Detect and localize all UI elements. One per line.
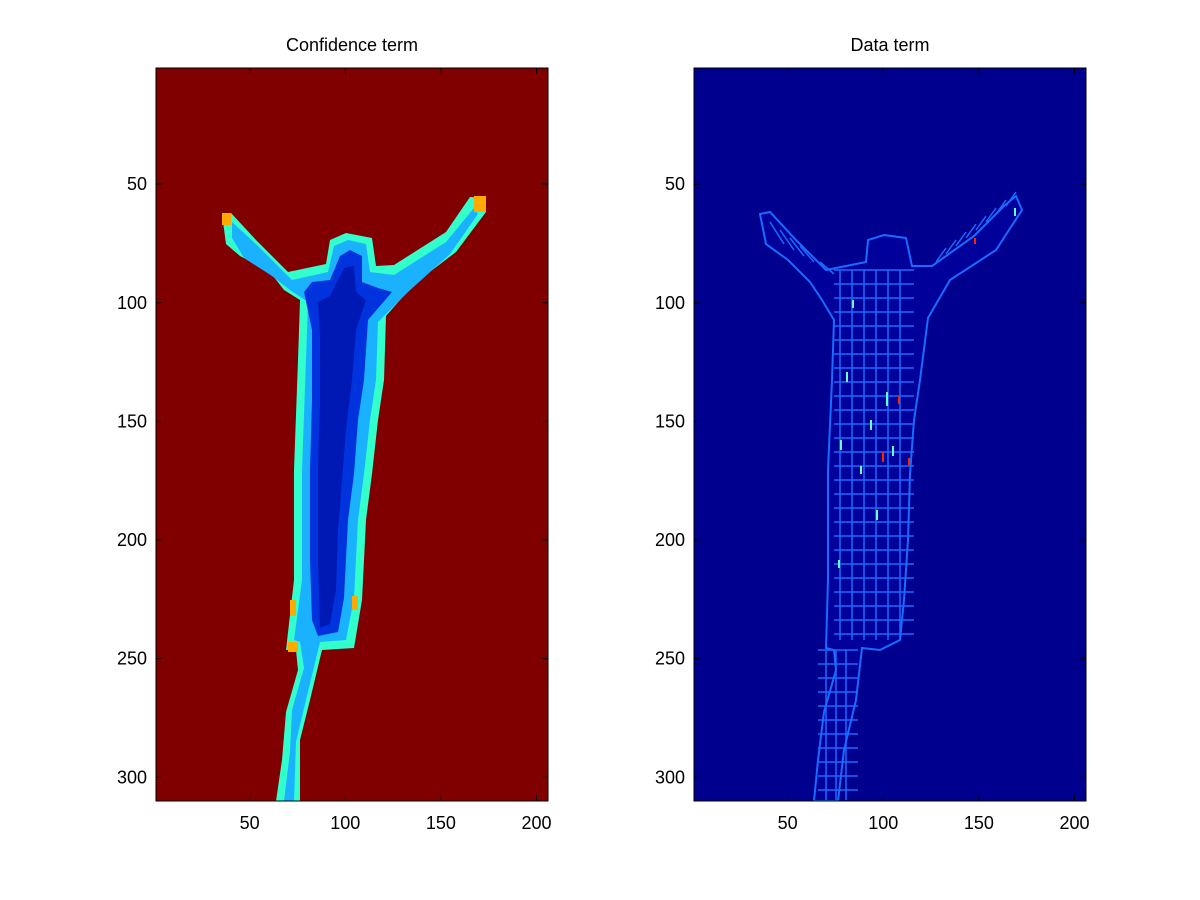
data-x-tick-label: 200 — [1060, 813, 1090, 833]
data-x-tick-label: 50 — [778, 813, 798, 833]
segment-line — [789, 237, 805, 257]
confidence-axes-box — [155, 67, 549, 802]
confidence-y-tick-label: 250 — [117, 649, 147, 669]
data-y-tick-label: 300 — [655, 767, 685, 787]
data-y-tick-label: 150 — [655, 411, 685, 431]
confidence-x-tick-label: 50 — [240, 813, 260, 833]
data-y-tick-label: 250 — [655, 649, 685, 669]
data-peak-spots — [882, 238, 976, 466]
data-y-tick-label: 50 — [665, 174, 685, 194]
data-segment-grid — [769, 191, 1017, 800]
segment-line — [995, 199, 1007, 215]
data-term-panel: Data term — [655, 35, 1090, 833]
confidence-x-tick-label: 150 — [426, 813, 456, 833]
segment-line — [1005, 191, 1017, 207]
confidence-y-tick-label: 300 — [117, 767, 147, 787]
confidence-y-tick-label: 50 — [127, 174, 147, 194]
data-x-tick-label: 100 — [868, 813, 898, 833]
data-y-tick-label: 100 — [655, 293, 685, 313]
data-x-tick-label: 150 — [964, 813, 994, 833]
confidence-term-title: Confidence term — [286, 35, 418, 55]
segment-line — [955, 231, 967, 247]
segment-line — [945, 239, 957, 255]
segment-line — [975, 215, 987, 231]
segment-line — [799, 245, 815, 263]
confidence-edge-band — [232, 208, 478, 801]
confidence-core-region — [318, 266, 366, 628]
confidence-hot-spots — [222, 196, 486, 652]
segment-line — [769, 221, 785, 245]
data-hot-spots — [838, 208, 1016, 568]
data-y-tick-label: 200 — [655, 530, 685, 550]
segment-line — [819, 261, 835, 275]
segment-line — [935, 247, 947, 263]
segment-line — [985, 207, 997, 223]
data-axis-ticks: 50 100 150 200 50 100 150 200 250 300 — [655, 68, 1090, 833]
confidence-axis-ticks: 50 100 150 200 50 100 150 200 250 300 — [117, 68, 552, 833]
confidence-x-tick-label: 100 — [330, 813, 360, 833]
data-term-heatmap — [694, 68, 1086, 801]
data-boundary-lines — [758, 194, 1024, 801]
data-term-title: Data term — [850, 35, 929, 55]
data-axes-box — [693, 67, 1087, 802]
segment-line — [965, 223, 977, 239]
confidence-term-panel: Confidence term — [117, 35, 552, 833]
confidence-y-tick-label: 200 — [117, 530, 147, 550]
segment-line — [779, 229, 795, 251]
confidence-y-tick-label: 100 — [117, 293, 147, 313]
confidence-x-tick-label: 200 — [522, 813, 552, 833]
confidence-term-heatmap — [156, 68, 548, 801]
confidence-y-tick-label: 150 — [117, 411, 147, 431]
segment-line — [809, 253, 825, 269]
